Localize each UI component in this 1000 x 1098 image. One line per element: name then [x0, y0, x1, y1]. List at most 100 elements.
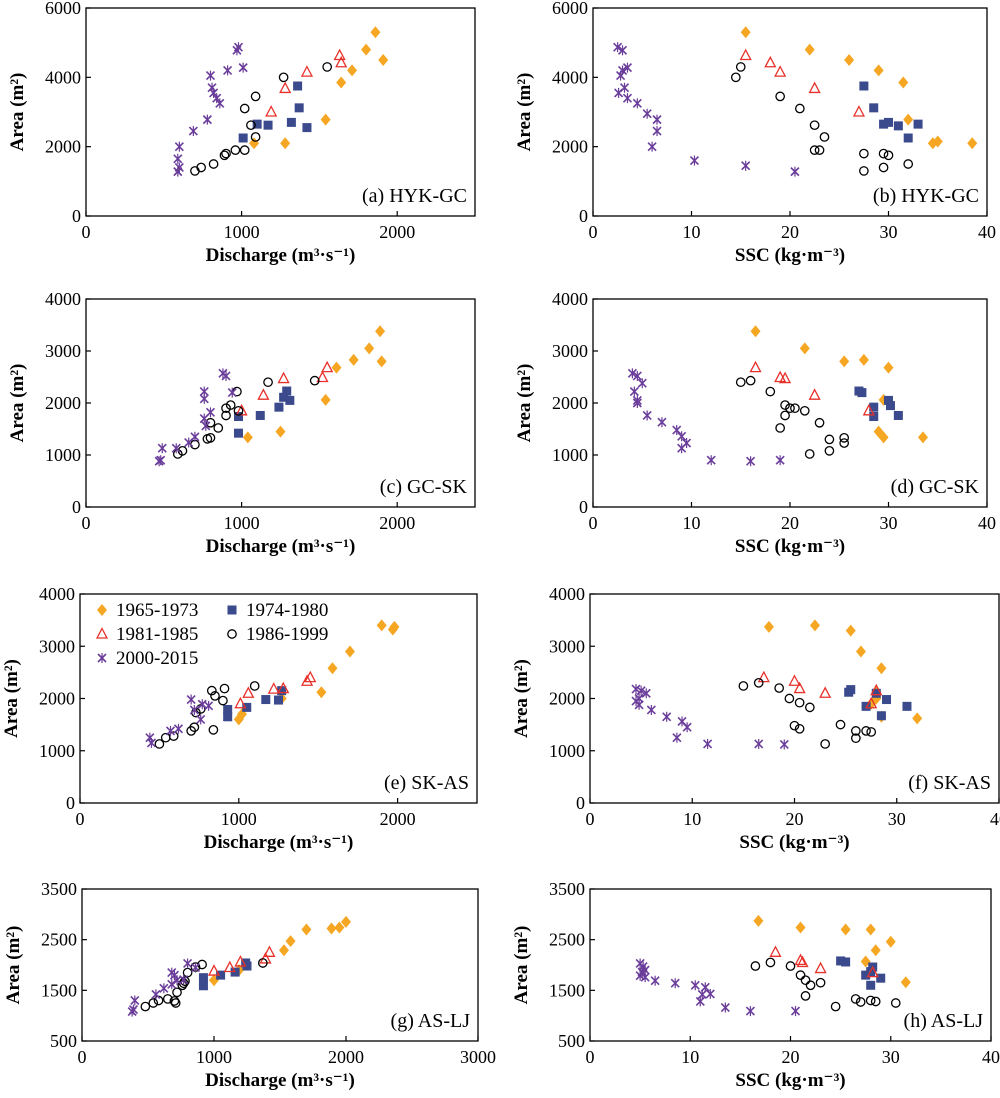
data-point — [855, 645, 866, 658]
y-tick-label: 2000 — [549, 689, 585, 709]
data-point — [682, 722, 692, 733]
data-point — [221, 410, 231, 421]
data-point — [336, 76, 347, 89]
data-point — [820, 739, 831, 749]
legend-marker — [97, 653, 107, 663]
data-point — [223, 960, 236, 973]
series-1981-1985 — [265, 48, 348, 117]
data-point — [190, 166, 200, 176]
data-point — [903, 159, 914, 169]
data-point — [173, 723, 184, 734]
panel-1: 0 1000 2000 0 2000 4000 6000 Discharge (m³·s⁻¹)… — [7, 0, 476, 266]
data-point — [261, 695, 271, 705]
data-point — [865, 696, 878, 709]
data-point — [250, 91, 261, 102]
legend-label: 1986-1999 — [246, 624, 328, 645]
data-point — [809, 619, 820, 632]
data-point — [249, 681, 260, 691]
data-point — [870, 683, 883, 696]
panel-label: (d) GC-SK — [891, 476, 980, 498]
y-tick-label: 500 — [558, 1031, 585, 1051]
series-1986-1999 — [750, 957, 901, 1012]
data-point — [376, 355, 387, 368]
data-point — [159, 983, 169, 994]
series-1965-1973 — [249, 26, 389, 150]
data-point — [850, 733, 861, 744]
data-point — [169, 996, 180, 1006]
y-tick-label: 0 — [72, 206, 81, 226]
x-tick-label: 0 — [82, 222, 91, 242]
data-point — [866, 980, 876, 990]
data-point — [301, 674, 314, 686]
data-point — [257, 958, 268, 968]
data-point — [861, 726, 871, 736]
data-point — [238, 62, 248, 73]
legend-marker — [97, 604, 107, 616]
data-point — [967, 137, 978, 150]
data-point — [219, 150, 230, 161]
y-tick-label: 4000 — [549, 584, 585, 604]
data-point — [689, 155, 700, 166]
y-tick-label: 0 — [72, 497, 81, 517]
y-tick-label: 4000 — [39, 584, 75, 604]
data-point — [189, 704, 199, 715]
x-axis-label: Discharge (m³·s⁻¹) — [206, 245, 356, 266]
data-point — [233, 405, 244, 416]
data-point — [883, 150, 894, 161]
data-point — [677, 443, 687, 454]
y-tick-label: 3000 — [552, 341, 588, 361]
data-point — [172, 975, 182, 986]
data-point — [876, 662, 887, 675]
data-point — [870, 996, 881, 1007]
data-point — [246, 120, 256, 131]
data-point — [282, 386, 292, 396]
data-point — [274, 402, 284, 412]
data-point — [627, 368, 637, 379]
y-axis-label: Area (m²) — [514, 73, 535, 152]
data-point — [869, 412, 879, 422]
x-tick-label: 20 — [781, 222, 799, 242]
data-point — [641, 688, 651, 699]
data-point — [860, 955, 871, 968]
x-axis-label: Discharge (m³·s⁻¹) — [204, 832, 354, 853]
data-point — [794, 697, 805, 708]
data-point — [255, 410, 265, 420]
data-point — [855, 997, 866, 1007]
data-point — [326, 922, 337, 935]
data-point — [890, 998, 901, 1008]
data-point — [239, 145, 250, 155]
y-tick-label: 3000 — [39, 636, 75, 656]
series-2000-2015 — [631, 684, 789, 750]
data-point — [327, 662, 338, 675]
x-tick-label: 2000 — [379, 222, 415, 242]
plot-frame — [85, 7, 476, 217]
panel-label: (b) HYK-GC — [873, 185, 979, 207]
data-point — [703, 738, 713, 749]
panel-label: (c) GC-SK — [380, 476, 468, 498]
data-point — [789, 720, 800, 731]
data-point — [154, 456, 164, 467]
data-point — [274, 695, 283, 705]
data-point — [794, 103, 805, 114]
y-tick-label: 2000 — [552, 137, 588, 157]
x-tick-label: 10 — [683, 222, 701, 242]
series-1965-1973 — [740, 26, 978, 150]
data-point — [171, 443, 181, 454]
series-1981-1985 — [749, 360, 875, 416]
x-tick-label: 0 — [589, 222, 598, 242]
data-point — [790, 1006, 801, 1017]
y-tick-label: 1500 — [549, 980, 585, 1000]
x-tick-label: 0 — [586, 1047, 595, 1067]
data-point — [265, 105, 278, 117]
data-point — [788, 674, 801, 686]
data-point — [869, 402, 879, 412]
series-1965-1973 — [753, 914, 911, 989]
x-tick-label: 2000 — [380, 809, 416, 829]
panel-label: (a) HYK-GC — [362, 185, 467, 207]
data-point — [172, 987, 182, 998]
data-point — [814, 961, 827, 974]
data-point — [632, 398, 642, 408]
data-point — [199, 393, 209, 404]
data-point — [622, 93, 633, 104]
data-point — [198, 981, 208, 991]
